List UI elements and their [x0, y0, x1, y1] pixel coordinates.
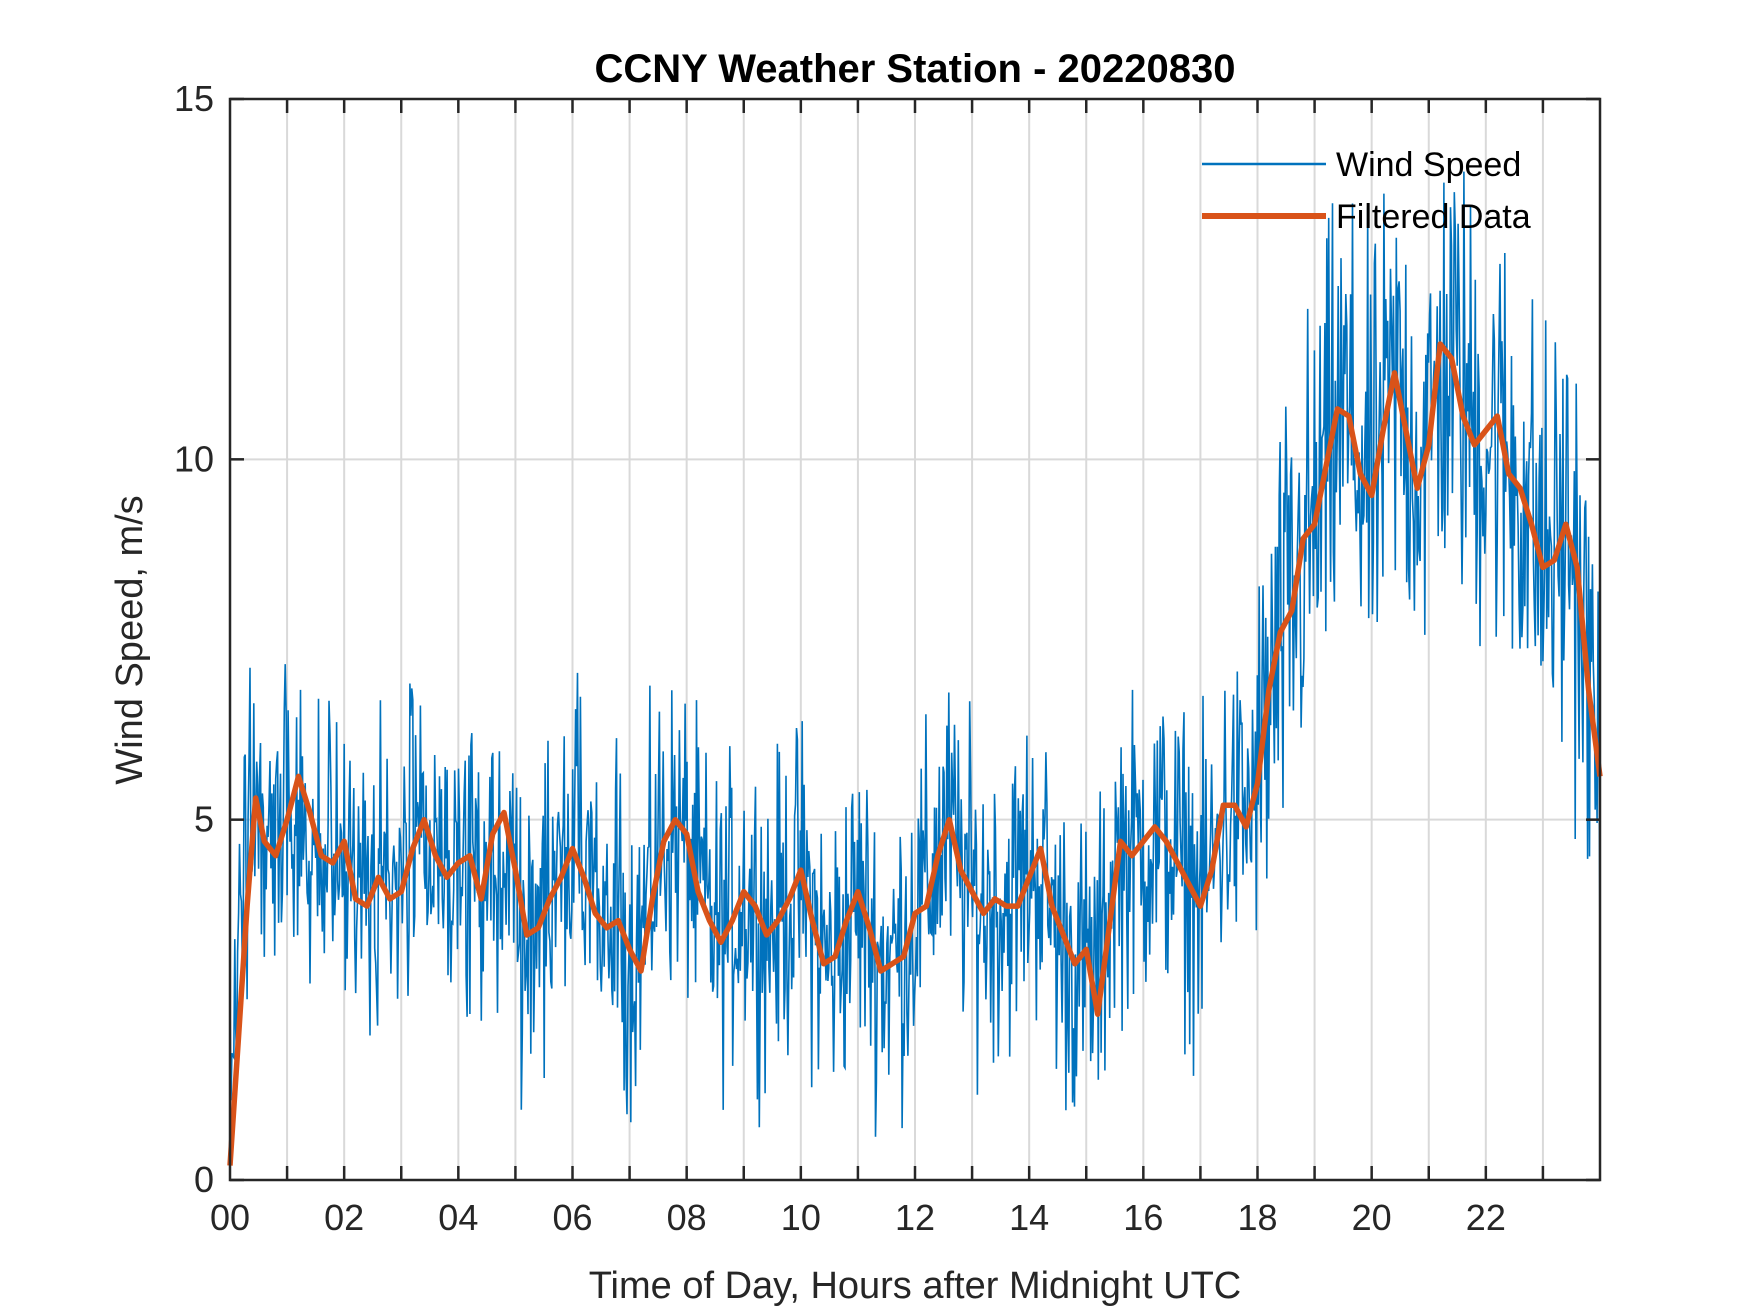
- y-tick-label: 10: [174, 438, 214, 479]
- x-tick-label: 10: [781, 1197, 821, 1238]
- y-tick-label: 15: [174, 78, 214, 119]
- x-tick-label: 14: [1009, 1197, 1049, 1238]
- x-tick-label: 06: [552, 1197, 592, 1238]
- legend: Wind Speed Filtered Data: [1202, 146, 1531, 236]
- x-tick-label: 20: [1352, 1197, 1392, 1238]
- wind-speed-series: [229, 171, 1601, 1137]
- x-axis-label: Time of Day, Hours after Midnight UTC: [589, 1265, 1242, 1307]
- legend-label-wind-speed: Wind Speed: [1336, 146, 1521, 184]
- x-tick-label: 18: [1237, 1197, 1277, 1238]
- axis-ticks: 0 5 10 15 00 02 04 06 08 10 12 14 16 18 20 22: [174, 78, 1600, 1238]
- grid-lines: [230, 99, 1600, 1180]
- x-tick-label: 02: [324, 1197, 364, 1238]
- x-tick-label: 16: [1123, 1197, 1163, 1238]
- filtered-data-line: [227, 341, 1603, 1166]
- x-tick-label: 08: [667, 1197, 707, 1238]
- legend-label-filtered-data: Filtered Data: [1336, 198, 1531, 236]
- wind-speed-line: [229, 171, 1601, 1137]
- y-tick-label: 0: [194, 1159, 214, 1200]
- chart-title: CCNY Weather Station - 20220830: [595, 47, 1236, 91]
- y-axis-label: Wind Speed, m/s: [109, 495, 151, 784]
- x-tick-label: 00: [210, 1197, 250, 1238]
- x-tick-label: 22: [1466, 1197, 1506, 1238]
- x-tick-label: 04: [438, 1197, 478, 1238]
- x-tick-label: 12: [895, 1197, 935, 1238]
- y-tick-label: 5: [194, 799, 214, 840]
- filtered-data-series: [227, 341, 1603, 1166]
